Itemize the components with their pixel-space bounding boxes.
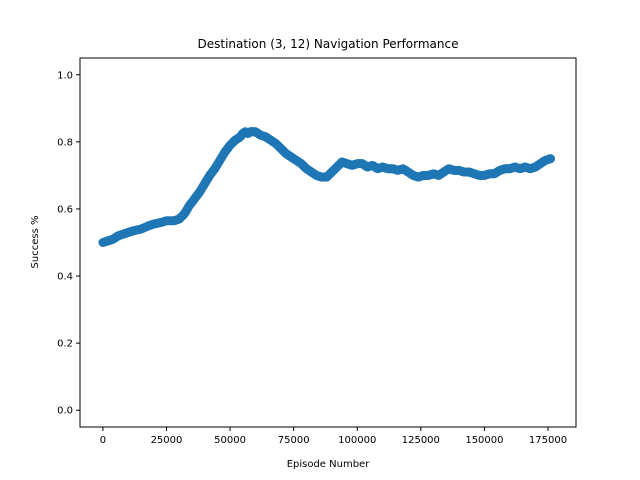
x-tick-label: 125000	[402, 435, 440, 446]
y-tick-label: 0.6	[57, 204, 73, 215]
y-tick-label: 0.2	[57, 339, 73, 350]
plot-area	[98, 127, 556, 247]
x-tick-label: 75000	[278, 435, 310, 446]
x-tick-label: 0	[100, 435, 106, 446]
y-tick-label: 1.0	[57, 70, 73, 81]
y-tick-label: 0.4	[57, 272, 73, 283]
x-axis: 0 25000 50000 75000 100000 125000 150000 175000	[100, 427, 567, 446]
x-tick-label: 150000	[465, 435, 503, 446]
x-tick-label: 50000	[214, 435, 246, 446]
y-axis: 0.0 0.2 0.4 0.6 0.8 1.0	[57, 70, 80, 417]
y-tick-label: 0.8	[57, 137, 73, 148]
y-tick-label: 0.0	[57, 406, 73, 417]
plot-frame	[79, 57, 577, 428]
data-point	[546, 154, 556, 164]
x-axis-label: Episode Number	[287, 459, 371, 470]
y-axis-label: Success %	[30, 216, 41, 269]
x-tick-label: 175000	[529, 435, 567, 446]
x-tick-label: 100000	[338, 435, 376, 446]
x-tick-label: 25000	[151, 435, 183, 446]
chart-title: Destination (3, 12) Navigation Performan…	[198, 37, 459, 51]
